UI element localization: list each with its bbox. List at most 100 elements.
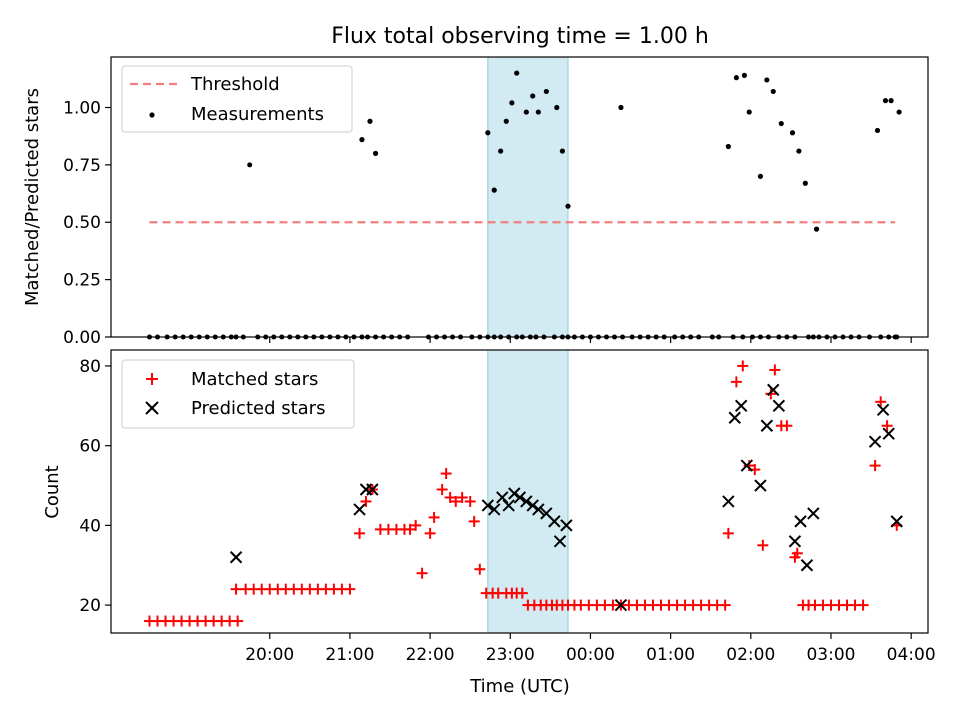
- legend-predicted-label: Predicted stars: [191, 398, 325, 419]
- predicted-x-b: [481, 499, 495, 512]
- legend-matched-marker: [146, 373, 158, 385]
- predicted-x-b: [532, 503, 545, 516]
- predicted-x-b: [722, 495, 735, 508]
- predicted-x-b: [353, 503, 366, 516]
- measurement-point: [509, 100, 515, 106]
- measurement-point: [770, 88, 776, 95]
- predicted-x-b: [229, 551, 243, 564]
- x-tick-label: 00:00: [566, 645, 615, 665]
- measurement-point: [530, 93, 536, 99]
- y-tick-label: 40: [79, 516, 101, 536]
- matched-star-marker: [722, 527, 734, 539]
- measurement-point: [733, 75, 739, 81]
- measurement-point: [778, 120, 784, 127]
- predicted-star-marker: [728, 411, 741, 424]
- measurement-point: [359, 137, 365, 143]
- legend-threshold-label: Threshold: [190, 74, 280, 95]
- ratio-panel: 0.00 0.25 0.50 0.75 1.00 Matched/Predicted s…: [22, 56, 929, 348]
- predicted-star-marker: [366, 483, 379, 496]
- matched-star-marker: [730, 376, 742, 388]
- measurement-point: [789, 130, 796, 136]
- measurement-point: [367, 118, 373, 124]
- predicted-x-b: [754, 479, 767, 492]
- predicted-star-marker: [532, 503, 545, 516]
- predicted-x-b: [890, 515, 903, 528]
- predicted-star-marker: [882, 427, 895, 440]
- matched-star-marker: [456, 491, 468, 503]
- y-tick-label: 0.25: [63, 271, 101, 291]
- measurement-point: [888, 98, 894, 104]
- legend-measurements-label: Measurements: [191, 104, 324, 125]
- predicted-star-marker: [734, 399, 748, 413]
- bottom-axes-frame: [110, 349, 929, 634]
- predicted-star-marker: [520, 495, 533, 508]
- predicted-star-marker: [513, 491, 527, 504]
- matched-star-marker: [424, 527, 436, 539]
- predicted-x-b: [807, 507, 820, 520]
- measurement-point: [896, 109, 902, 115]
- measurement-point: [485, 130, 491, 136]
- measurement-point: [618, 104, 624, 111]
- predicted-star-marker: [488, 503, 501, 516]
- matched-star-marker: [344, 583, 356, 595]
- measurement-point: [764, 77, 770, 83]
- matched-star-marker: [360, 495, 372, 507]
- predicted-star-marker: [876, 403, 890, 416]
- matched-star-marker: [516, 587, 528, 599]
- measurement-point: [247, 162, 253, 168]
- bottom-y-ticks: 20 40 60 80: [79, 357, 111, 616]
- matched-star-marker: [791, 547, 803, 559]
- predicted-star-marker: [496, 491, 509, 504]
- bottom-y-axis-label: Count: [42, 465, 63, 518]
- matched-star-marker: [428, 511, 440, 523]
- matched-star-marker: [765, 388, 777, 400]
- top-y-ticks: 0.00 0.25 0.50 0.75 1.00: [63, 98, 111, 348]
- x-tick-label: 03:00: [806, 645, 855, 665]
- predicted-x-b: [728, 411, 741, 424]
- matched-star-marker: [416, 567, 428, 579]
- predicted-star-marker: [508, 487, 521, 500]
- measurement-point: [725, 143, 731, 150]
- predicted-star-marker: [229, 551, 243, 564]
- predicted-star-marker: [614, 598, 628, 612]
- chart-title: Flux total observing time = 1.00 h: [331, 24, 709, 49]
- measurement-point: [802, 180, 808, 186]
- measurement-point: [559, 148, 565, 154]
- measurement-point: [554, 104, 560, 111]
- x-tick-label: 23:00: [486, 645, 535, 665]
- predicted-star-marker: [526, 499, 539, 512]
- y-tick-label: 80: [79, 357, 101, 377]
- predicted-x-b: [868, 435, 882, 448]
- measurement-point: [543, 88, 549, 95]
- measurement-point: [498, 148, 504, 154]
- matched-star-marker: [404, 523, 416, 535]
- predicted-x-b: [540, 507, 553, 520]
- x-tick-label: 22:00: [406, 645, 455, 665]
- predicted-star-marker: [754, 479, 767, 492]
- matched-star-marker: [410, 519, 422, 531]
- predicted-star-marker: [807, 507, 820, 520]
- predicted-x-b: [513, 491, 527, 504]
- predicted-star-marker: [553, 535, 567, 548]
- predicted-x-b: [760, 419, 774, 432]
- matched-star-marker: [232, 615, 244, 627]
- x-tick-label: 01:00: [646, 645, 695, 665]
- top-axes-frame: [110, 56, 929, 338]
- predicted-x-b: [520, 495, 533, 508]
- highlight-span-top: [487, 56, 569, 338]
- predicted-star-marker: [760, 419, 774, 432]
- legend-measurement-marker: [149, 112, 155, 118]
- measurement-point: [746, 109, 752, 115]
- predicted-star-marker: [740, 459, 754, 472]
- predicted-x-b: [488, 503, 501, 516]
- count-panel: 20 40 60 80 20:00 21:00 22:00 23:00 00:00 01:00 0…: [42, 349, 936, 697]
- highlight-span-bottom: [487, 349, 569, 634]
- predicted-x-b: [366, 483, 379, 496]
- predicted-x-b: [740, 459, 754, 472]
- predicted-star-marker: [560, 519, 573, 532]
- matched-star-marker: [857, 599, 869, 611]
- predicted-x-b: [548, 515, 561, 528]
- predicted-x-b: [794, 515, 807, 528]
- predicted-star-marker: [794, 515, 807, 528]
